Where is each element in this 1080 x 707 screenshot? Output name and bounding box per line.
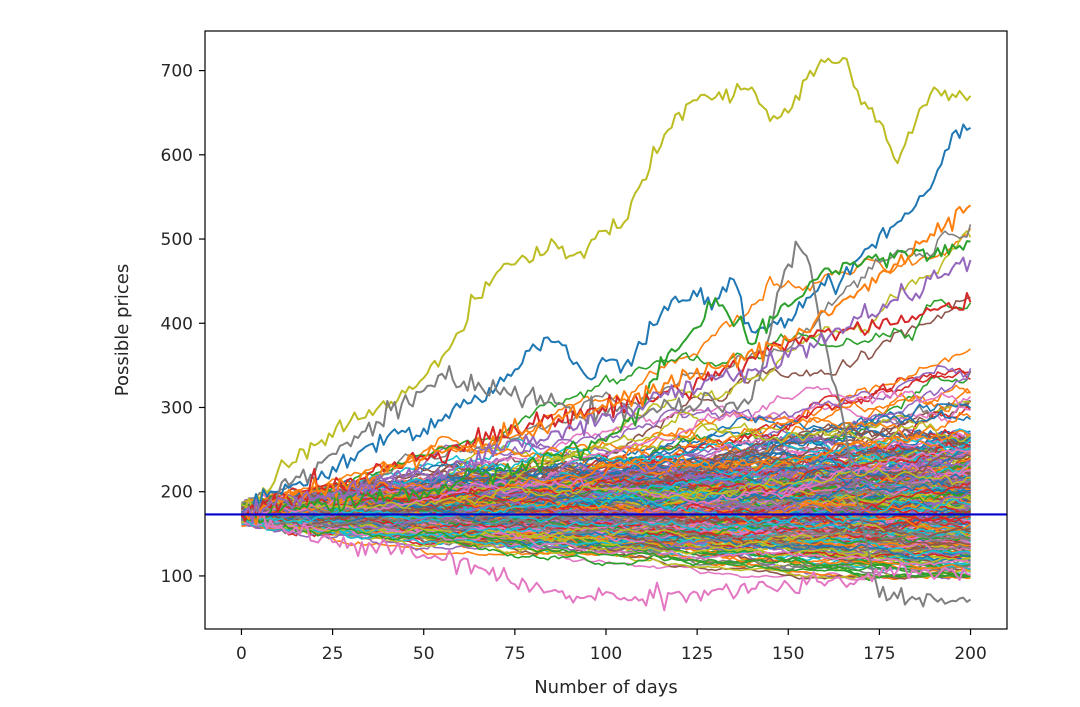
y-axis-label: Possible prices xyxy=(112,264,133,396)
simulation-path xyxy=(240,472,971,518)
x-tick-label: 0 xyxy=(236,644,247,664)
highlight-series-line xyxy=(240,509,971,612)
simulation-path xyxy=(241,467,971,522)
highlight-series-line xyxy=(240,240,971,524)
simulation-path xyxy=(241,385,971,513)
y-tick-label: 200 xyxy=(161,483,193,503)
x-tick-label: 200 xyxy=(954,644,986,664)
simulation-path xyxy=(241,403,971,510)
highlight-series-line xyxy=(240,256,972,524)
y-tick-label: 700 xyxy=(161,62,193,82)
simulation-path xyxy=(241,514,971,548)
y-tick-label: 500 xyxy=(161,230,193,250)
highlight-series-line xyxy=(240,123,971,516)
simulation-path xyxy=(241,516,971,543)
y-axis-ticks: 100 200 300 400 500 600 700 xyxy=(161,62,205,587)
simulation-path xyxy=(241,492,971,530)
simulation-path xyxy=(241,517,971,578)
x-tick-label: 150 xyxy=(772,644,804,664)
x-axis-ticks: 0 25 50 75 100 125 150 175 200 xyxy=(236,629,987,664)
simulation-path xyxy=(241,495,971,525)
simulation-path xyxy=(241,519,971,567)
x-tick-label: 100 xyxy=(590,644,622,664)
x-axis-label: Number of days xyxy=(534,677,678,698)
y-tick-label: 300 xyxy=(161,398,193,418)
x-tick-label: 75 xyxy=(504,644,526,664)
simulation-lines xyxy=(240,57,972,612)
simulation-path xyxy=(241,512,971,565)
highlight-series-line xyxy=(240,292,972,522)
x-tick-label: 125 xyxy=(681,644,713,664)
x-tick-label: 175 xyxy=(863,644,895,664)
x-tick-label: 50 xyxy=(413,644,435,664)
y-tick-label: 100 xyxy=(161,567,193,587)
highlight-series-line xyxy=(240,57,972,516)
y-tick-label: 600 xyxy=(161,146,193,166)
simulation-path xyxy=(241,467,971,510)
simulation-path xyxy=(241,447,971,515)
x-tick-label: 25 xyxy=(322,644,344,664)
y-tick-label: 400 xyxy=(161,314,193,334)
simulation-path xyxy=(241,498,971,538)
highlight-series-line xyxy=(241,204,972,526)
simulation-path xyxy=(241,513,971,581)
